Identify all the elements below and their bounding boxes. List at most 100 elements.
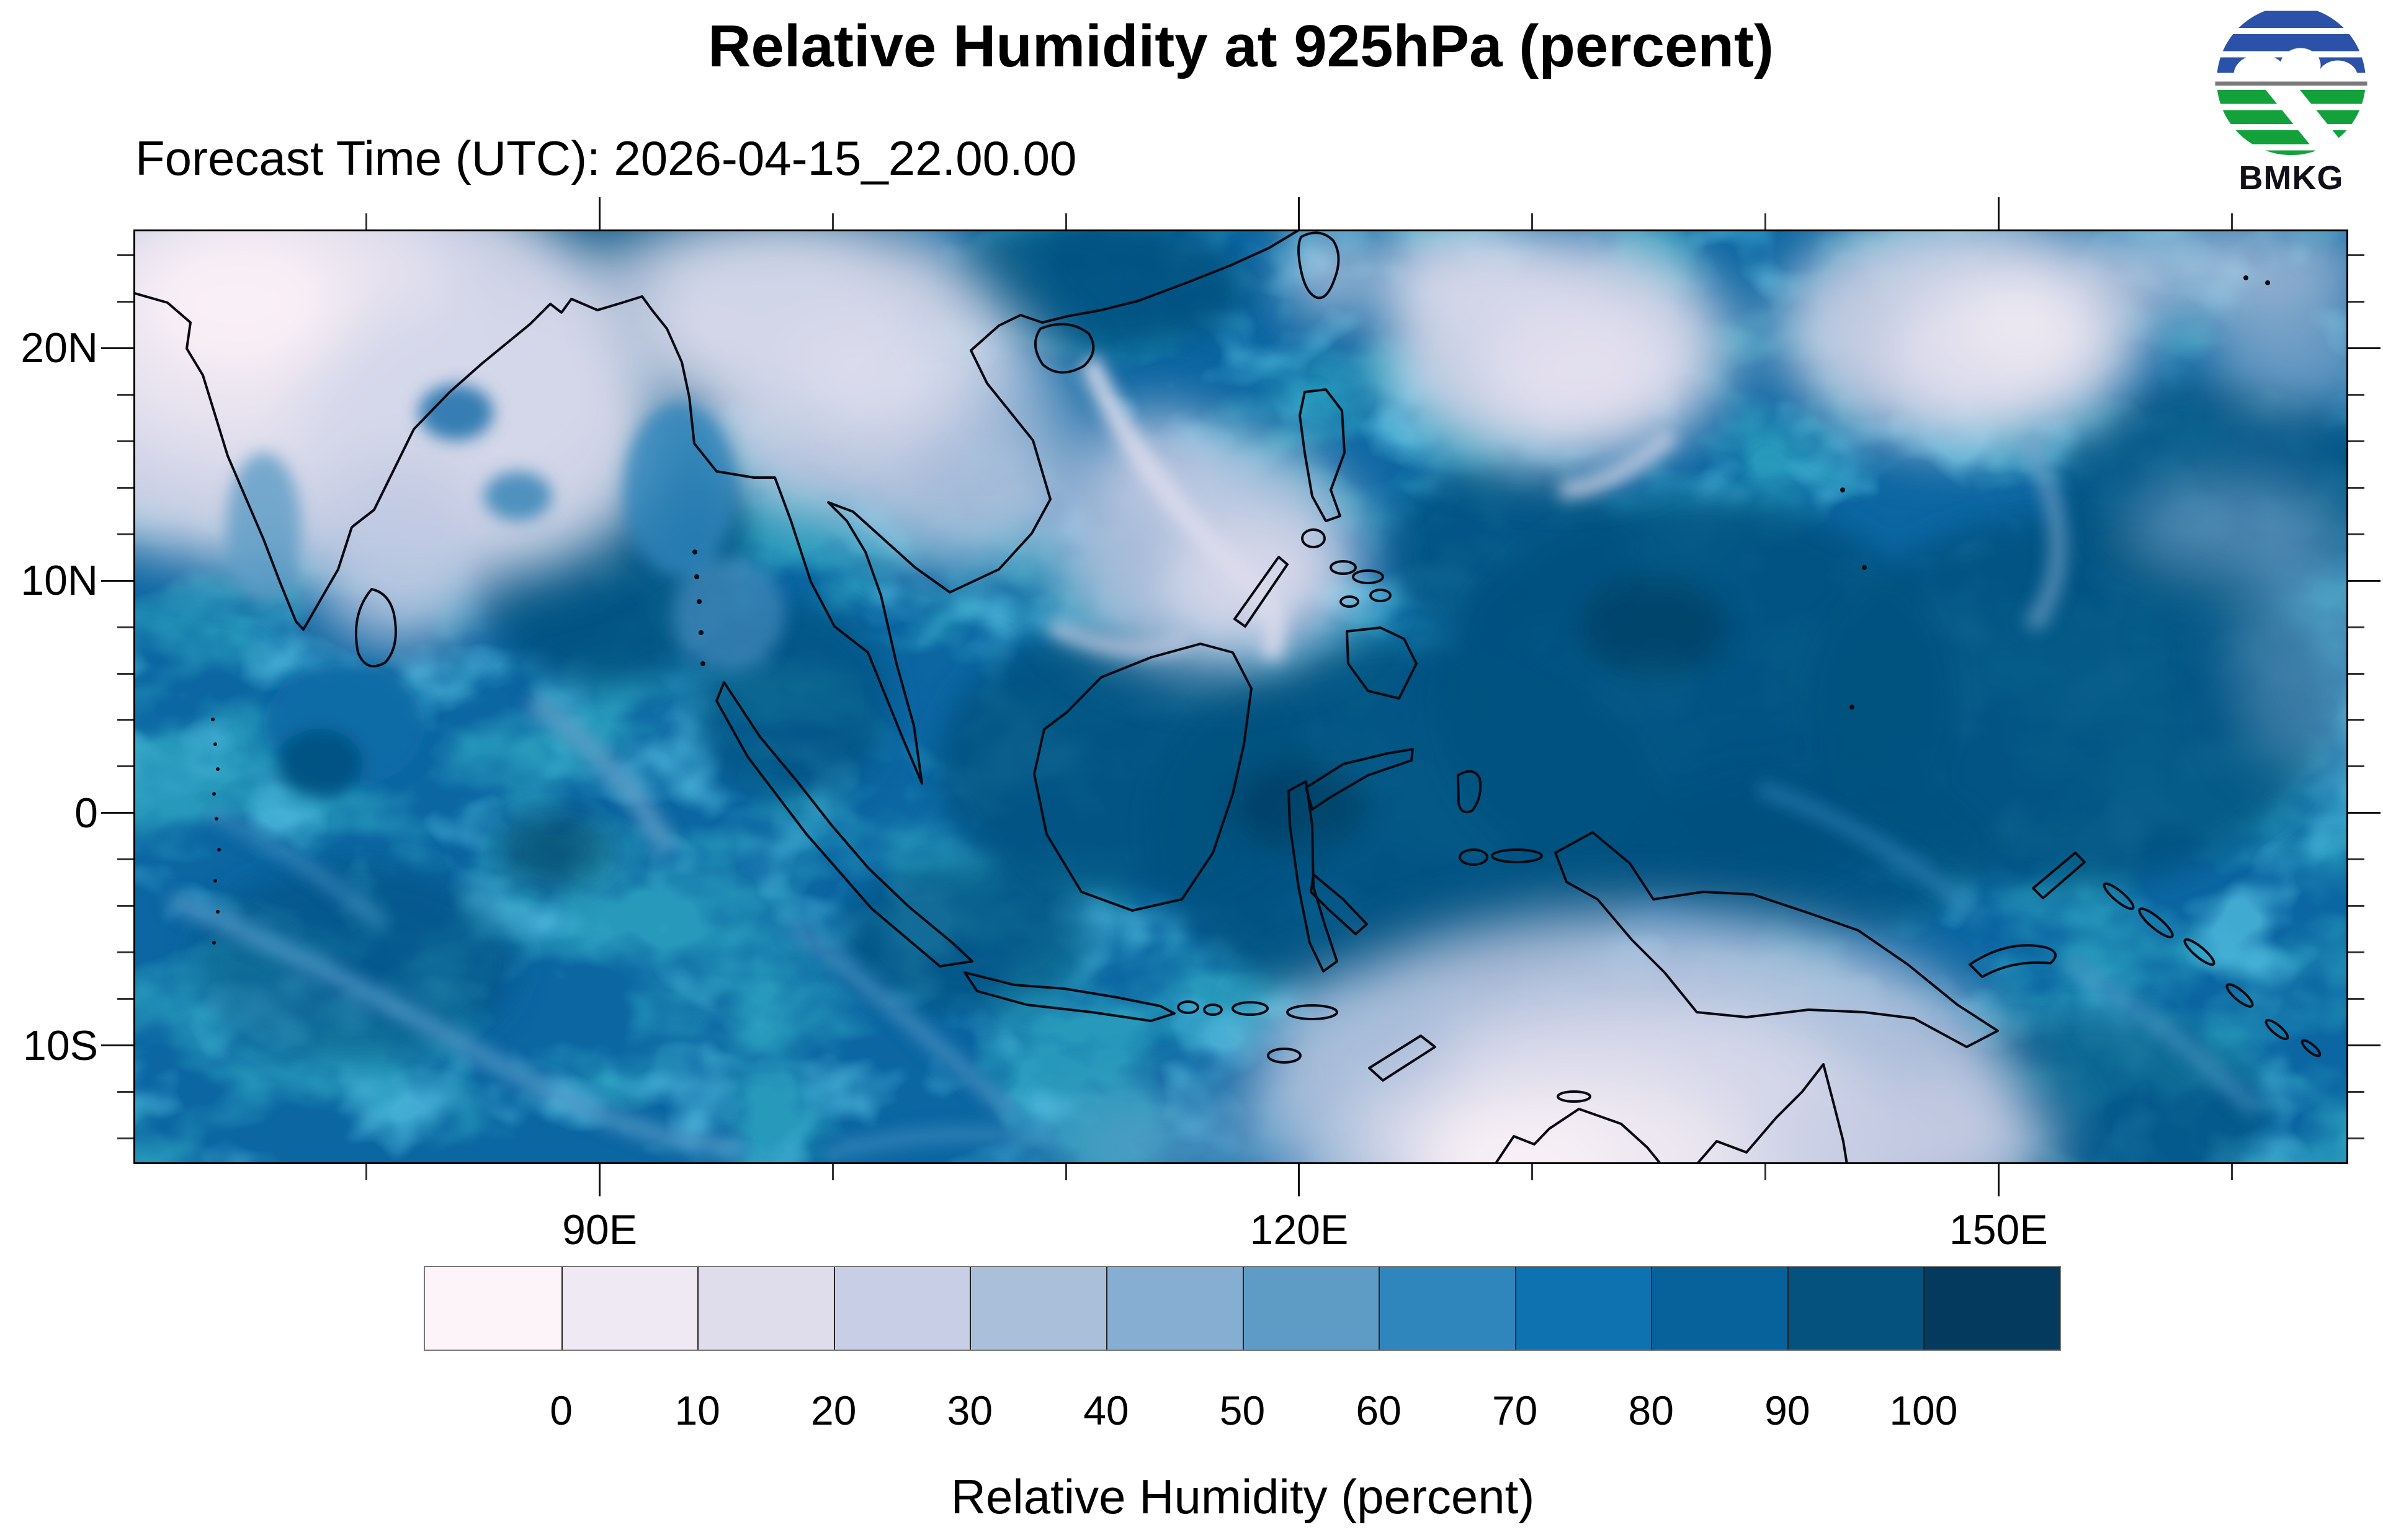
lon-tick-label: 90E (562, 1206, 638, 1253)
coastline-melville (1557, 1090, 1591, 1103)
colorbar-tick-label: 90 (1764, 1387, 1810, 1433)
lat-minor-tick (117, 440, 133, 442)
colorbar-segment (1651, 1267, 1789, 1350)
lon-major-tick (599, 1164, 601, 1196)
lat-minor-tick (2348, 533, 2364, 535)
humidity-map-svg (133, 229, 2348, 1164)
lat-minor-tick (117, 998, 133, 1000)
lat-minor-tick (2348, 393, 2364, 396)
lat-minor-tick (117, 905, 133, 907)
coastline-sumbawa (1232, 1001, 1269, 1016)
coastline-sumatra (715, 681, 973, 968)
coastline-mindoro (1301, 528, 1326, 548)
lat-major-tick (101, 812, 133, 814)
lon-tick-label: 120E (1250, 1206, 1349, 1253)
coastline-luzon (1299, 388, 1346, 522)
coastline-new-ireland (2032, 852, 2086, 899)
colorbar-segment (1242, 1267, 1381, 1350)
coastline-solomons (2103, 882, 2322, 1057)
lon-minor-tick (1764, 1164, 1767, 1180)
colorbar-segment (697, 1267, 836, 1350)
bmkg-logo-label: BMKG (2238, 159, 2344, 197)
lat-minor-tick (2348, 719, 2364, 721)
colorbar-tick-label: 60 (1356, 1387, 1402, 1433)
colorbar-segment (425, 1267, 562, 1350)
coastline-visayas-4 (1339, 595, 1359, 608)
lon-minor-tick (831, 1164, 834, 1180)
colorbar-segment (1923, 1267, 2061, 1350)
colorbar-tick-label: 20 (811, 1387, 857, 1433)
lon-minor-tick (1065, 213, 1067, 229)
lat-minor-tick (117, 719, 133, 721)
lat-minor-tick (117, 486, 133, 489)
lat-major-tick (101, 1044, 133, 1047)
colorbar-tick-label: 10 (674, 1387, 720, 1433)
colorbar-tick-label: 70 (1491, 1387, 1538, 1433)
lat-minor-tick (2348, 300, 2364, 303)
lat-minor-tick (117, 1091, 133, 1093)
lon-minor-tick (1531, 213, 1534, 229)
lat-tick-label: 10S (23, 1021, 98, 1069)
lat-minor-tick (2348, 440, 2364, 442)
colorbar-tick-label: 0 (550, 1387, 573, 1433)
lon-minor-tick (1065, 1164, 1067, 1180)
lat-minor-tick (2348, 1091, 2364, 1093)
lat-minor-tick (2348, 626, 2364, 628)
lon-major-tick (1997, 197, 2000, 229)
lat-minor-tick (2348, 1137, 2364, 1140)
colorbar-segment (561, 1267, 700, 1350)
coastline-sumba (1267, 1048, 1302, 1064)
colorbar-tick-label: 40 (1083, 1387, 1129, 1433)
humidity-map (133, 229, 2348, 1164)
coastline-sulawesi-se-arm (1310, 873, 1368, 935)
lat-minor-tick (117, 1137, 133, 1140)
lat-tick-label: 0 (74, 789, 98, 837)
lat-minor-tick (117, 254, 133, 256)
coastline-halmahera (1457, 770, 1482, 814)
lon-minor-tick (365, 1164, 368, 1180)
lon-minor-tick (2230, 213, 2233, 229)
bmkg-logo-icon (2214, 6, 2369, 164)
lat-minor-tick (117, 765, 133, 768)
coastline-timor (1368, 1035, 1436, 1082)
embedded-moist-spots (226, 385, 785, 797)
lat-minor-tick (2348, 858, 2364, 861)
coastline-lombok (1203, 1004, 1223, 1016)
coastline-visayas-1 (1330, 560, 1357, 575)
colorbar-tick-label: 80 (1628, 1387, 1674, 1433)
lat-minor-tick (2348, 254, 2364, 256)
coastline-buru (1459, 848, 1488, 866)
lat-minor-tick (117, 300, 133, 303)
lat-major-tick (2348, 579, 2381, 582)
coastline-sulawesi-trunk (1287, 780, 1338, 973)
colorbar-segment (1514, 1267, 1653, 1350)
lon-minor-tick (831, 213, 834, 229)
coastline-visayas-2 (1352, 569, 1384, 584)
colorbar-segment (970, 1267, 1108, 1350)
coastline-borneo (1033, 643, 1253, 912)
lat-tick-label: 20N (20, 324, 98, 372)
lon-major-tick (1997, 1164, 2000, 1196)
coastline-visayas-3 (1369, 589, 1392, 602)
colorbar-tick-label: 30 (947, 1387, 993, 1433)
coastline-java (963, 971, 1176, 1022)
lat-minor-tick (117, 951, 133, 954)
lat-major-tick (2348, 812, 2381, 814)
lat-minor-tick (2348, 672, 2364, 675)
lat-minor-tick (2348, 998, 2364, 1000)
lat-minor-tick (117, 858, 133, 861)
lat-major-tick (2348, 1044, 2381, 1047)
lat-major-tick (101, 347, 133, 349)
coastline-new-guinea (1554, 831, 1999, 1048)
coastline-bali (1177, 1000, 1199, 1014)
coastline-seram (1491, 848, 1543, 863)
lat-major-tick (101, 579, 133, 582)
lat-minor-tick (2348, 951, 2364, 954)
colorbar-tick-label: 100 (1889, 1387, 1958, 1433)
lat-minor-tick (2348, 905, 2364, 907)
colorbar-segment (1106, 1267, 1245, 1350)
coastline-hainan (1034, 323, 1095, 374)
lon-minor-tick (1531, 1164, 1534, 1180)
lat-minor-tick (117, 672, 133, 675)
